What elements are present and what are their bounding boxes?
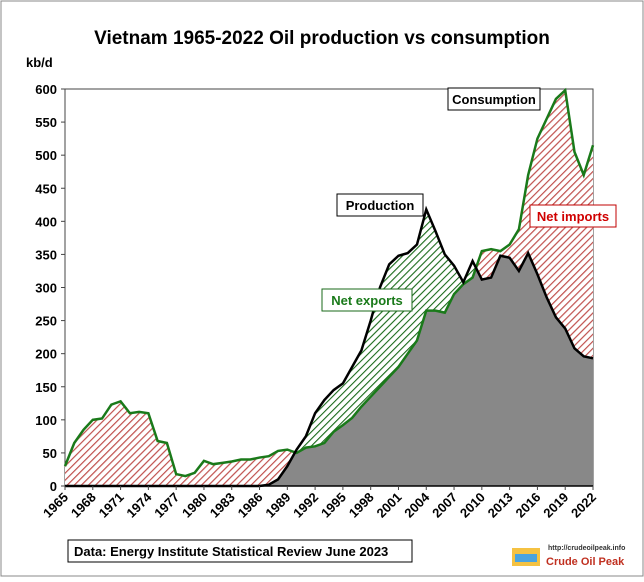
source: Data: Energy Institute Statistical Revie…: [74, 544, 388, 559]
legend-label: Consumption: [452, 92, 536, 107]
annotation: Net exports: [331, 293, 403, 308]
y-tick-label: 550: [35, 115, 57, 130]
annotation-box: [529, 204, 617, 228]
logo-url: http://crudeoilpeak.info: [548, 545, 625, 552]
source-box: [67, 539, 413, 563]
y-tick-label: 350: [35, 247, 57, 262]
y-tick-label: 50: [43, 446, 57, 461]
chart-title: Vietnam 1965-2022 Oil production vs cons…: [94, 28, 550, 49]
y-tick-label: 400: [35, 214, 57, 229]
y-tick-label: 150: [35, 380, 57, 395]
y-tick-label: 500: [35, 148, 57, 163]
y-tick-label: 200: [35, 347, 57, 362]
legend-box: [336, 193, 424, 217]
y-tick-label: 100: [35, 413, 57, 428]
logo-icon: [515, 554, 537, 562]
annotation-box: [321, 288, 413, 312]
y-tick-label: 0: [50, 479, 57, 494]
y-tick-label: 300: [35, 281, 57, 296]
y-tick-label: 600: [35, 82, 57, 97]
y-axis-label: kb/d: [26, 55, 53, 70]
consumption-line: [63, 87, 595, 478]
annotation: Net imports: [537, 209, 609, 224]
legend-box: [447, 87, 541, 111]
legend-label: Production: [346, 198, 415, 213]
logo-name: Crude Oil Peak: [546, 556, 625, 568]
y-tick-label: 250: [35, 314, 57, 329]
y-tick-label: 450: [35, 181, 57, 196]
